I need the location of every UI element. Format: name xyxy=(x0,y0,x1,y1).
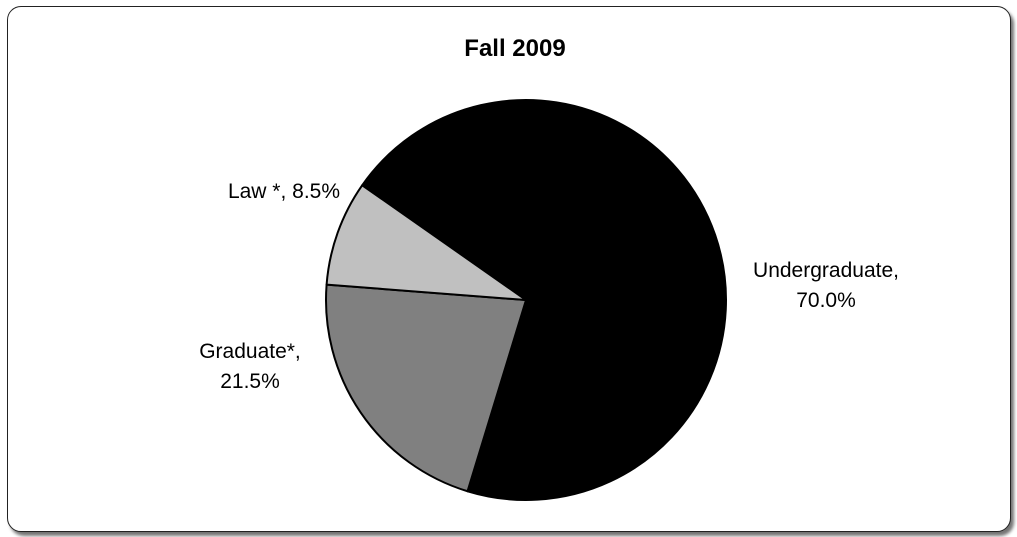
data-labels: Undergraduate, 70.0% Graduate*, 21.5% Law *,… xyxy=(199,180,899,393)
pie-slice-graduate xyxy=(325,283,527,493)
pie-slice-undergraduate xyxy=(361,99,727,501)
data-label-undergraduate: Undergraduate, 70.0% xyxy=(753,259,899,312)
data-label-graduate: Graduate*, 21.5% xyxy=(199,340,301,393)
chart-title: Fall 2009 xyxy=(464,35,565,62)
data-label-law: Law *, 8.5% xyxy=(228,180,340,203)
pie-slice-law xyxy=(325,184,527,301)
pie-slices xyxy=(325,99,727,501)
